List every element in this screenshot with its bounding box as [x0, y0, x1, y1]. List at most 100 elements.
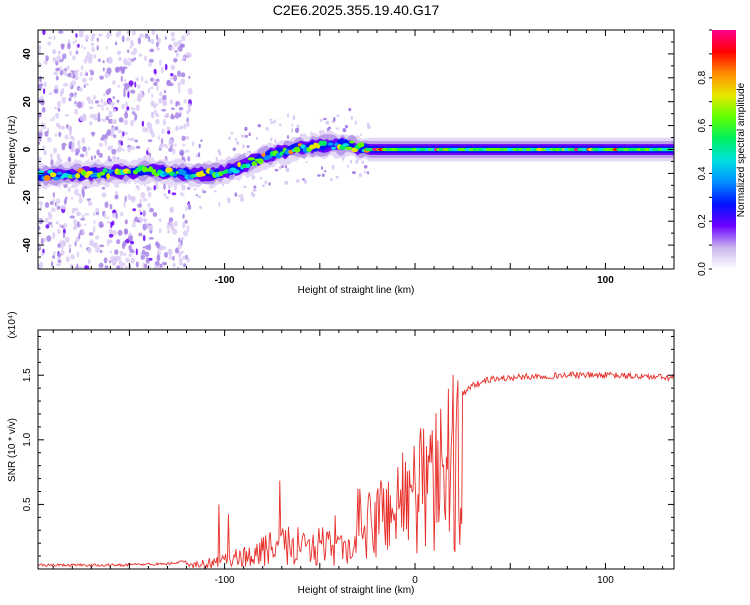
spectrogram-noise-blob [251, 174, 256, 180]
spectrogram-noise-blob [127, 149, 131, 153]
spectrogram-noise-blob [131, 30, 136, 36]
spectrogram-noise-blob [107, 30, 113, 37]
spectrogram-noise-blob [48, 213, 53, 220]
spectrogram-noise-blob [182, 255, 186, 261]
spectrogram-noise-blob [161, 108, 167, 112]
spectrogram-noise-blob [295, 128, 299, 133]
spectrogram-noise-blob [174, 220, 178, 227]
spectrogram-noise-blob [74, 188, 79, 196]
spectrogram-noise-blob [52, 57, 57, 62]
spectrogram-noise-blob [72, 30, 75, 34]
spectrogram-noise-blob [141, 93, 144, 98]
spectrogram-noise-blob [141, 120, 145, 127]
spectrogram-noise-blob [252, 188, 257, 192]
spectrogram-noise-blob [103, 212, 106, 220]
spectrogram-noise-blob [104, 71, 109, 79]
spectrogram-noise-blob [234, 192, 238, 197]
spectrogram-noise-blob [147, 87, 151, 94]
spectrogram-noise-blob [329, 177, 333, 182]
colorbar-tick-label: 0.0 [697, 262, 708, 276]
spectrogram-noise-blob [165, 196, 169, 200]
spectrogram-noise-blob [200, 139, 203, 142]
spectrogram-noise-blob [105, 46, 108, 50]
spectrogram-noise-blob [180, 191, 184, 197]
spectrogram-noise-blob [158, 97, 163, 104]
spectrogram-noise-blob [66, 65, 70, 70]
spectrogram-noise-blob [88, 200, 91, 206]
spectrogram-noise-blob [186, 225, 190, 233]
spectrogram-noise-blob [69, 135, 75, 140]
spectrogram-noise-blob [69, 263, 74, 268]
spectrogram-noise-blob [68, 97, 72, 102]
spectrogram-ridge-blob [279, 151, 284, 156]
spectrogram-noise-blob [170, 77, 174, 80]
spectrogram-noise-blob [117, 84, 120, 88]
snr-x-label: Height of straight line (km) [298, 585, 415, 596]
spectrogram-noise-blob [119, 250, 124, 257]
spectrogram-noise-blob [82, 190, 85, 198]
spectrogram-ridge-blob [342, 143, 350, 147]
spectrogram-noise-blob [127, 91, 130, 99]
spectrogram-noise-blob [183, 56, 186, 60]
spectrogram-noise-blob [161, 245, 166, 250]
spectrogram-noise-blob [69, 215, 75, 219]
spectrogram-noise-blob [346, 164, 349, 168]
spectrogram-noise-blob [319, 130, 323, 135]
spectrogram-noise-blob [85, 149, 88, 157]
spectrogram-noise-blob [102, 67, 105, 72]
spectrogram-noise-blob [323, 117, 327, 121]
spectrogram-noise-blob [278, 166, 282, 170]
spectrogram-noise-blob [99, 244, 105, 248]
spectrogram-noise-blob [87, 258, 91, 265]
spectrogram-noise-blob [240, 194, 244, 199]
spectrogram-ridge-blob [80, 170, 87, 176]
spectrogram-ridge-blob [357, 142, 365, 148]
spectrogram-noise-blob [38, 201, 44, 206]
figure-title: C2E6.2025.355.19.40.G17 [273, 2, 440, 18]
spectrogram-noise-blob [174, 50, 178, 53]
spectrogram-noise-blob [124, 195, 127, 203]
spectrogram-noise-blob [73, 223, 77, 229]
spectrogram-noise-blob [57, 243, 61, 248]
spectrogram-noise-blob [69, 81, 72, 88]
spectrogram-noise-blob [45, 55, 49, 62]
spectrogram-noise-blob [131, 196, 136, 203]
spectrogram-noise-blob [144, 251, 150, 257]
spectrogram-noise-blob [100, 137, 104, 141]
spectrogram-noise-blob [112, 80, 116, 85]
spectrogram-noise-blob [106, 129, 112, 136]
spectrogram-noise-blob [169, 99, 174, 105]
spectrogram-noise-blob [187, 87, 193, 95]
spectrogram-noise-blob [47, 41, 52, 46]
spectrogram-noise-blob [67, 186, 71, 193]
spectrogram-ridge-blob [43, 175, 51, 181]
spectrogram-noise-blob [56, 228, 61, 235]
spectrogram-noise-blob [85, 34, 89, 41]
spectrogram-noise-blob [159, 263, 163, 268]
spectrogram-noise-blob [129, 248, 135, 254]
spectrogram-noise-blob [179, 149, 185, 156]
spectrogram-noise-blob [319, 118, 323, 122]
spectrogram-ridge-blob [325, 145, 330, 149]
spectrogram-ridge-blob [56, 171, 63, 176]
spectrogram-noise-blob [76, 101, 82, 109]
spectrogram-noise-blob [81, 228, 85, 235]
colorbar-tick-label: 0.4 [697, 166, 708, 180]
spectrogram-noise-blob [135, 145, 141, 149]
spectrogram-ridge-blob [237, 161, 241, 168]
spectrogram-noise-blob [70, 197, 74, 200]
spectrogram-noise-blob [74, 240, 77, 247]
spectrogram-noise-blob [81, 77, 87, 83]
spectrogram-noise-blob [150, 77, 155, 82]
spectrogram-noise-blob [166, 126, 171, 130]
spectrogram-noise-blob [143, 55, 148, 61]
spectrogram-noise-blob [48, 92, 53, 96]
spectrogram-noise-blob [59, 59, 64, 63]
spectrogram-noise-blob [62, 53, 65, 61]
spectrogram-noise-blob [230, 132, 234, 135]
spectrogram-noise-blob [227, 197, 231, 202]
spectrogram-noise-blob [38, 156, 42, 161]
spectrogram-noise-blob [104, 141, 108, 146]
spectrogram-noise-blob [185, 207, 188, 211]
spectrogram-noise-blob [78, 233, 81, 240]
